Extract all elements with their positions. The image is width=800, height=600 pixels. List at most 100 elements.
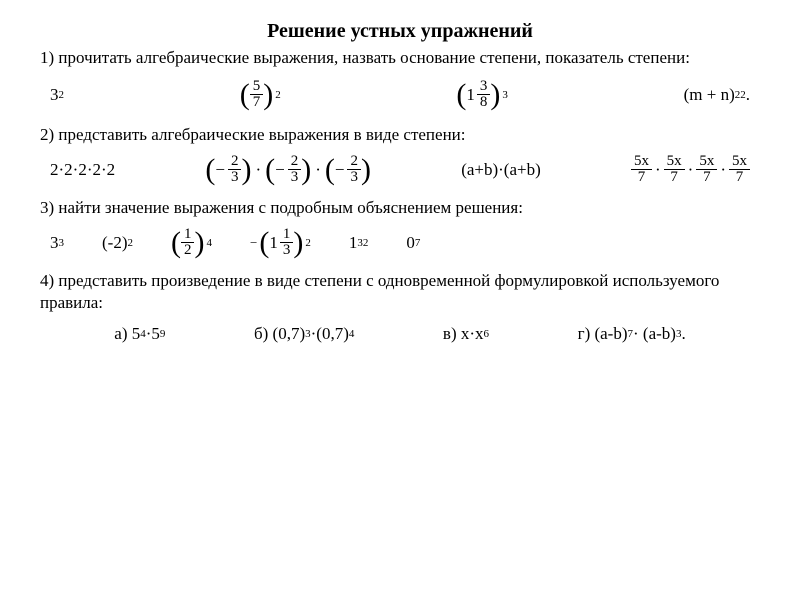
page: Решение устных упражнений 1) прочитать а… xyxy=(0,0,800,378)
page-title: Решение устных упражнений xyxy=(40,20,760,43)
t2-d-d2: 7 xyxy=(667,170,681,185)
t3-e-exp: 32 xyxy=(357,237,368,249)
t2-d-d1: 7 xyxy=(635,170,649,185)
t3-d: − ( 1 1 3 ) 2 xyxy=(250,227,311,258)
t3-d-den: 3 xyxy=(280,243,294,258)
t2-item-b: ( − 2 3 ) · ( − 2 3 ) · ( − xyxy=(205,154,371,185)
t1-item-c: ( 1 3 8 ) 3 xyxy=(456,79,508,110)
t4-a: а) 54·59 xyxy=(114,324,165,344)
t1-d-tail: . xyxy=(746,85,750,105)
minus-icon: − xyxy=(335,160,345,180)
t4-b: б) (0,7)3·(0,7)4 xyxy=(254,324,354,344)
lparen-icon: ( xyxy=(265,155,275,185)
t2-b-num: 2 xyxy=(228,154,242,170)
t1-c-den: 8 xyxy=(477,95,491,110)
t3-c-frac: 1 2 xyxy=(181,227,195,258)
t2-d-f2: 5x7 xyxy=(664,154,685,185)
t3-c-den: 2 xyxy=(181,243,195,258)
t3-d-num: 1 xyxy=(280,227,294,243)
t3-d-exp: 2 xyxy=(305,237,311,249)
t2-b-frac2: 2 3 xyxy=(288,154,302,185)
dot-icon: · xyxy=(255,160,261,180)
task3-row: 33 (-2)2 ( 1 2 ) 4 − ( 1 1 xyxy=(40,227,760,258)
t3-b: (-2)2 xyxy=(102,233,133,253)
t1-b-exp: 2 xyxy=(275,89,281,101)
t3-b-exp: 2 xyxy=(127,237,133,249)
t2-d-n1: 5x xyxy=(631,154,652,170)
rparen-icon: ) xyxy=(361,155,371,185)
t4-d-label: г) (a-b) xyxy=(578,324,628,344)
task2-row: 2·2·2·2·2 ( − 2 3 ) · ( − 2 3 ) xyxy=(40,154,760,185)
t1-b-num: 5 xyxy=(250,79,264,95)
t4-c-label: в) x·x xyxy=(443,324,484,344)
t1-a-exp: 2 xyxy=(59,89,65,101)
task1-text: 1) прочитать алгебраические выражения, н… xyxy=(40,47,760,69)
t3-a-base: 3 xyxy=(50,233,59,253)
t4-d-mid: · (a-b) xyxy=(633,324,676,344)
t2-item-d: 5x7 · 5x7 · 5x7 · 5x7 xyxy=(631,154,750,185)
task2-text: 2) представить алгебраические выражения … xyxy=(40,124,760,146)
t4-b-mid: ·(0,7) xyxy=(311,324,349,344)
t3-b-base: (-2) xyxy=(102,233,127,253)
rparen-icon: ) xyxy=(490,80,500,110)
t3-f: 07 xyxy=(406,233,420,253)
t1-d-base: (m + n) xyxy=(684,85,735,105)
t2-b-den3: 3 xyxy=(347,170,361,185)
t1-item-b: ( 5 7 ) 2 xyxy=(240,79,281,110)
t3-e: 132 xyxy=(349,233,369,253)
t1-c-whole: 1 xyxy=(466,85,475,105)
t2-b-num3: 2 xyxy=(347,154,361,170)
t3-c: ( 1 2 ) 4 xyxy=(171,227,212,258)
t2-b-den: 3 xyxy=(228,170,242,185)
t4-a-label: а) 5 xyxy=(114,324,140,344)
t1-c-frac: 3 8 xyxy=(477,79,491,110)
dot-icon: · xyxy=(720,160,726,180)
t4-a-e2: 9 xyxy=(160,328,166,340)
t3-c-exp: 4 xyxy=(206,237,212,249)
rparen-icon: ) xyxy=(293,228,303,258)
minus-icon: − xyxy=(275,160,285,180)
t4-b-e2: 4 xyxy=(349,328,355,340)
t4-d-tail: . xyxy=(681,324,685,344)
rparen-icon: ) xyxy=(301,155,311,185)
lparen-icon: ( xyxy=(240,80,250,110)
t4-a-mid: ·5 xyxy=(146,324,160,344)
t2-b-den2: 3 xyxy=(288,170,302,185)
t3-e-base: 1 xyxy=(349,233,358,253)
t1-d-exp: 22 xyxy=(735,89,746,101)
task4-row: а) 54·59 б) (0,7)3·(0,7)4 в) x·x6 г) (a-… xyxy=(40,324,760,344)
t1-item-a: 32 xyxy=(50,85,64,105)
lparen-icon: ( xyxy=(205,155,215,185)
t2-b-frac1: 2 3 xyxy=(228,154,242,185)
lparen-icon: ( xyxy=(325,155,335,185)
t4-c: в) x·x6 xyxy=(443,324,489,344)
t1-b-frac: 5 7 xyxy=(250,79,264,110)
t2-d-d4: 7 xyxy=(733,170,747,185)
t2-d-f4: 5x7 xyxy=(729,154,750,185)
t2-d-f1: 5x7 xyxy=(631,154,652,185)
task4-text: 4) представить произведение в виде степе… xyxy=(40,270,760,314)
t2-item-c: (a+b)·(a+b) xyxy=(461,160,541,180)
minus-sub-icon: − xyxy=(250,235,257,251)
t2-d-d3: 7 xyxy=(700,170,714,185)
t2-d-n4: 5x xyxy=(729,154,750,170)
lparen-icon: ( xyxy=(456,80,466,110)
t3-f-exp: 7 xyxy=(415,237,421,249)
t1-c-num: 3 xyxy=(477,79,491,95)
dot-icon: · xyxy=(655,160,661,180)
t4-d: г) (a-b)7 · (a-b)3. xyxy=(578,324,686,344)
rparen-icon: ) xyxy=(263,80,273,110)
t4-c-e: 6 xyxy=(484,328,490,340)
t3-a-exp: 3 xyxy=(59,237,65,249)
t3-d-frac: 1 3 xyxy=(280,227,294,258)
t2-b-frac3: 2 3 xyxy=(347,154,361,185)
t2-b-num2: 2 xyxy=(288,154,302,170)
t2-d-n3: 5x xyxy=(696,154,717,170)
rparen-icon: ) xyxy=(194,228,204,258)
lparen-icon: ( xyxy=(259,228,269,258)
t1-item-d: (m + n)22. xyxy=(684,85,750,105)
dot-icon: · xyxy=(688,160,694,180)
lparen-icon: ( xyxy=(171,228,181,258)
minus-icon: − xyxy=(215,160,225,180)
t2-d-n2: 5x xyxy=(664,154,685,170)
